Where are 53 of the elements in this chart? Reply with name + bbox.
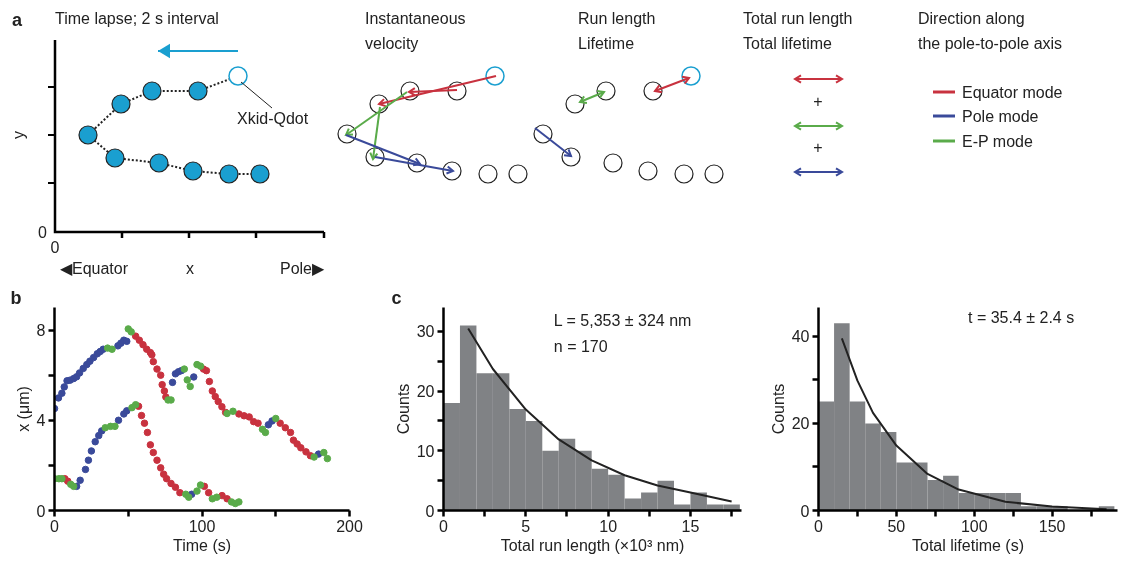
text: Pole▶: [279, 259, 325, 277]
y-tick-label: 20: [416, 383, 435, 401]
x-tick-label: 150: [1038, 517, 1066, 535]
y-tick-label: 10: [416, 442, 435, 460]
text: a: [12, 10, 23, 30]
y-axis-title: Counts: [394, 383, 412, 435]
text: Total lifetime: [743, 34, 833, 52]
text: E-P mode: [962, 132, 1033, 150]
text: y: [9, 131, 27, 139]
text: b: [10, 287, 22, 308]
x-tick-label: 5: [521, 517, 531, 535]
y-tick-label: 0: [800, 502, 810, 520]
x-tick-label: 50: [887, 517, 906, 535]
x-tick-label: 0: [814, 517, 824, 535]
text: Run length: [578, 9, 656, 27]
x-axis-title: Time (s): [172, 536, 232, 554]
text: the pole-to-pole axis: [918, 34, 1063, 52]
text: Time lapse; 2 s interval: [55, 9, 219, 27]
x-axis-title: Total lifetime (s): [911, 536, 1025, 554]
x-axis-title: Total run length (×10³ nm): [500, 536, 685, 554]
text: velocity: [365, 34, 419, 52]
y-tick-label: 0: [36, 502, 46, 520]
annotation: n = 170: [553, 337, 608, 355]
text: ◀Equator: [60, 259, 129, 277]
x-tick-label: 0: [439, 517, 449, 535]
text: Xkid-Qdot: [237, 109, 309, 127]
y-tick-label: 0: [425, 502, 435, 520]
text: Instantaneous: [365, 9, 466, 27]
x-tick-label: 15: [681, 517, 700, 535]
text: +: [813, 92, 823, 110]
y-tick-label: 20: [791, 415, 810, 433]
annotation: L = 5,353 ± 324 nm: [553, 312, 692, 330]
text: c: [391, 287, 402, 308]
text: Pole mode: [962, 107, 1039, 125]
text: Equator mode: [962, 83, 1063, 101]
text: 0: [50, 238, 60, 256]
text: +: [813, 138, 823, 156]
y-tick-label: 4: [36, 412, 46, 430]
y-tick-label: 8: [36, 322, 46, 340]
x-tick-label: 0: [50, 517, 60, 535]
x-tick-label: 200: [336, 517, 363, 535]
text: Total run length: [743, 9, 853, 27]
x-tick-label: 100: [960, 517, 988, 535]
y-tick-label: 40: [791, 328, 810, 346]
y-tick-label: 30: [416, 323, 435, 341]
y-axis-title: x (μm): [14, 386, 32, 432]
text: Direction along: [918, 9, 1025, 27]
x-tick-label: 100: [188, 517, 216, 535]
y-axis-title: Counts: [769, 383, 787, 435]
x-tick-label: 10: [599, 517, 618, 535]
text: x: [186, 259, 194, 277]
annotation: t = 35.4 ± 2.4 s: [968, 308, 1075, 326]
text: Lifetime: [578, 34, 635, 52]
